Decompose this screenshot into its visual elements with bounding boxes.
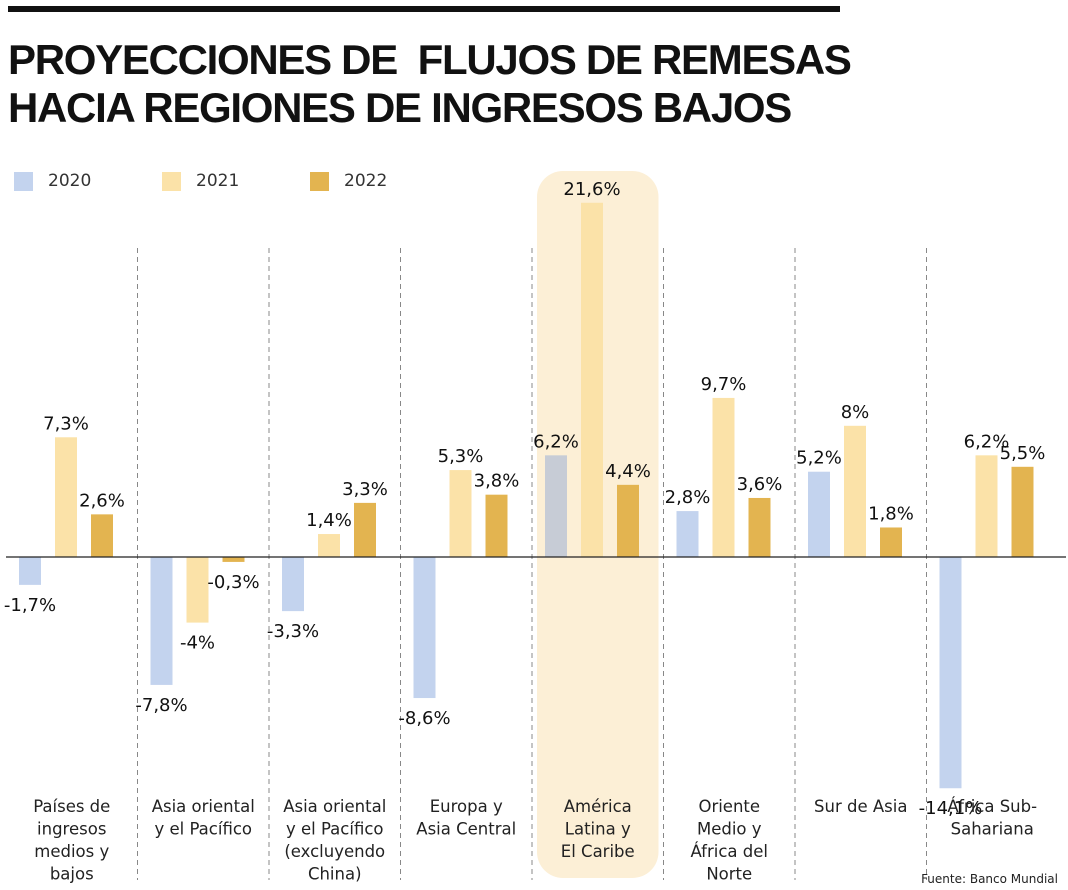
legend-label-2021: 2021 (196, 171, 240, 191)
data-label: 2,8% (665, 487, 711, 508)
data-label: 6,2% (533, 431, 579, 452)
data-label: 5,3% (438, 446, 484, 467)
category-label: Sur de Asia (814, 797, 907, 816)
legend-swatch-2020 (14, 172, 33, 191)
bar (449, 470, 472, 557)
data-label: 8% (841, 402, 870, 423)
category-label: Asia oriental y el Pacífico (152, 797, 255, 839)
category-label: África Sub-Sahariana (947, 797, 1037, 839)
category-label: Asia oriental y el Pacífico (excluyendo Chi… (283, 797, 386, 884)
bar (150, 557, 173, 685)
data-label: 21,6% (563, 179, 620, 200)
legend-swatch-2021 (162, 172, 181, 191)
legend-label-2022: 2022 (344, 171, 388, 191)
bar (354, 502, 376, 557)
bar (939, 557, 962, 789)
data-label: 5,2% (796, 448, 842, 469)
data-label: -14,1% (919, 798, 983, 819)
bar (19, 557, 41, 585)
data-label: 9,7% (701, 374, 747, 395)
data-label: 7,3% (43, 413, 89, 434)
bar (808, 471, 830, 557)
bar (91, 514, 113, 557)
bar (975, 455, 998, 557)
top-rule (8, 6, 840, 12)
data-label: -3,3% (267, 621, 319, 642)
category-label: Europa y Asia Central (416, 797, 516, 839)
legend-swatch-2022 (310, 172, 329, 191)
chart-title-line-2: HACIA REGIONES DE INGRESOS BAJOS (8, 84, 792, 131)
data-label: -7,8% (135, 695, 187, 716)
bar (880, 527, 902, 557)
bar (676, 511, 699, 557)
bar (186, 557, 209, 623)
data-label: 5,5% (1000, 443, 1046, 464)
bar (282, 557, 304, 612)
data-label: -4% (180, 633, 215, 654)
bar (545, 455, 567, 557)
data-label: 2,6% (79, 490, 125, 511)
chart-title-line-1: PROYECCIONES DE FLUJOS DE REMESAS (8, 36, 852, 83)
source-note: Fuente: Banco Mundial (921, 872, 1058, 886)
category-label: Oriente Medio y África del Norte (690, 797, 768, 884)
bar (413, 557, 436, 699)
data-label: 1,4% (306, 510, 352, 531)
bar (318, 534, 340, 557)
data-label: 4,4% (605, 461, 651, 482)
data-label: -0,3% (207, 572, 259, 593)
bar (844, 425, 866, 557)
data-label: -8,6% (398, 708, 450, 729)
data-label: 3,3% (342, 479, 388, 500)
category-label: Países de ingresos medios y bajos (33, 797, 110, 884)
chart-title: PROYECCIONES DE FLUJOS DE REMESAS HACIA … (8, 36, 852, 132)
category-label: América Latina y El Caribe (561, 797, 635, 861)
bar (712, 397, 735, 557)
bar (1011, 466, 1034, 557)
data-label: 3,8% (474, 471, 520, 492)
bar (617, 484, 639, 557)
data-label: -1,7% (4, 595, 56, 616)
data-label: 1,8% (868, 503, 914, 524)
bar (581, 202, 603, 557)
bar (748, 497, 771, 557)
data-label: 3,6% (737, 474, 783, 495)
data-label: 6,2% (964, 431, 1010, 452)
legend-label-2020: 2020 (48, 171, 92, 191)
bar (485, 494, 508, 557)
bar (55, 437, 77, 557)
bar (222, 557, 245, 562)
